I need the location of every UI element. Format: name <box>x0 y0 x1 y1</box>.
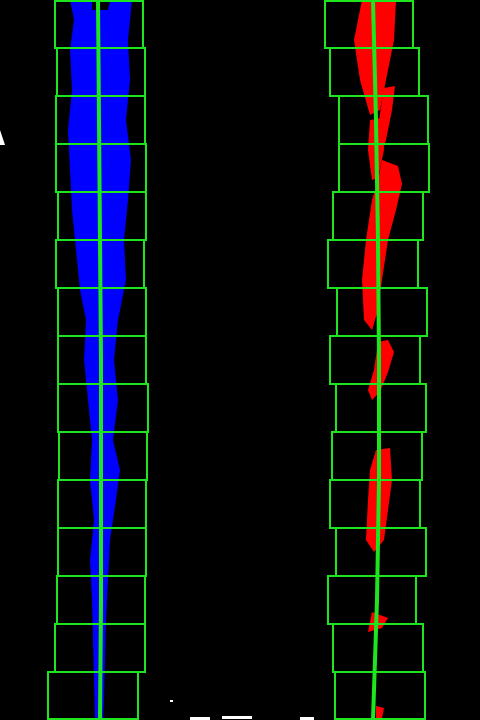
left-lane-fit-line <box>96 0 103 720</box>
white-speck-1 <box>170 700 173 702</box>
white-artifact-left-edge <box>0 130 5 145</box>
right-lane-fit-line <box>371 0 381 720</box>
white-speck-4 <box>300 717 314 720</box>
white-speck-2 <box>190 717 210 720</box>
right-pixel-cluster-8 <box>376 706 384 718</box>
white-artifacts-bottom <box>170 700 314 720</box>
white-speck-3 <box>222 716 252 719</box>
right-window-15 <box>334 671 426 720</box>
left-window-15 <box>47 671 139 720</box>
